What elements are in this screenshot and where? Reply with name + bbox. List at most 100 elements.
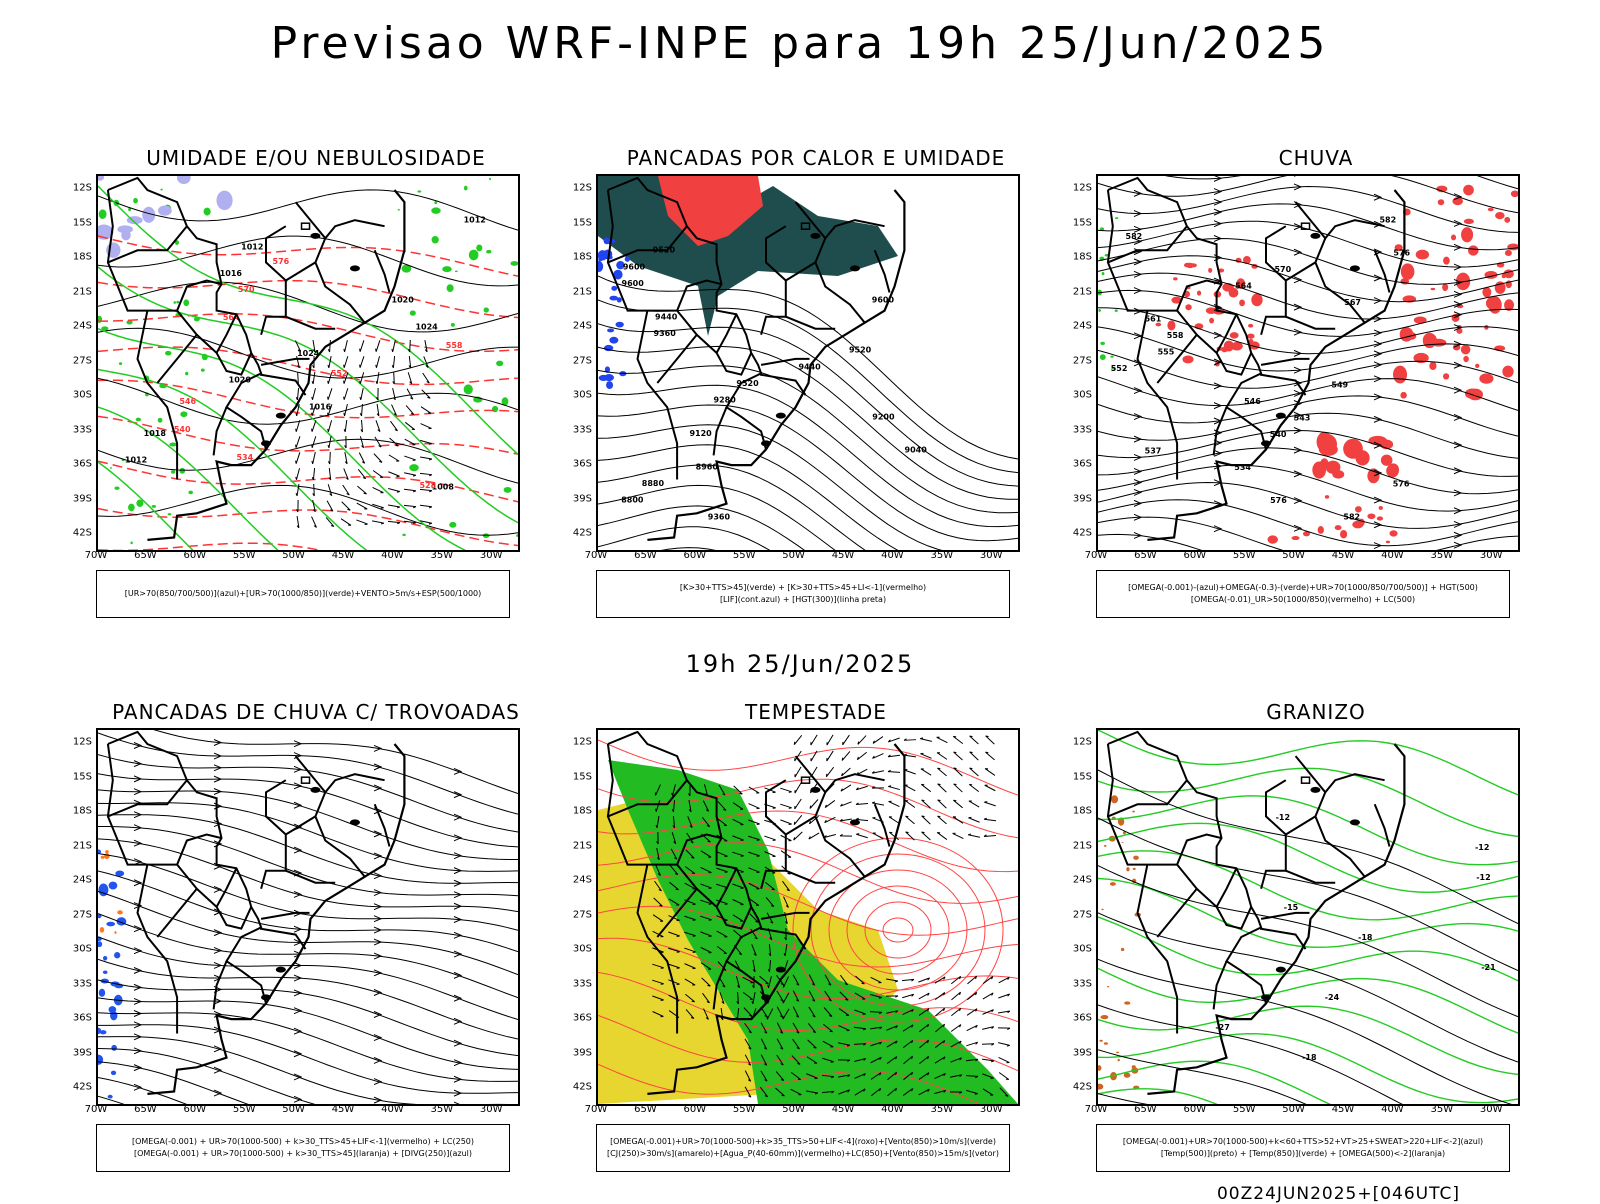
latitude-tick-label: 15S <box>573 217 592 228</box>
lake <box>261 994 271 1000</box>
longitude-tick-label: 65W <box>634 1104 657 1115</box>
latitude-tick-label: 24S <box>73 321 92 332</box>
shaded-area <box>625 256 630 262</box>
contour-label: -12 <box>1476 873 1490 882</box>
latitude-tick-label: 33S <box>573 424 592 435</box>
temperature-500-contour <box>1098 959 1518 1104</box>
state-border <box>1375 804 1390 846</box>
streamline <box>98 790 518 860</box>
shaded-area <box>1121 842 1123 843</box>
state-border <box>261 913 309 919</box>
wind-vector <box>313 484 315 496</box>
wind-vector <box>888 755 900 757</box>
wind-vector <box>404 473 416 476</box>
shaded-area <box>99 209 107 219</box>
longitude-tick-label: 50W <box>282 1104 305 1115</box>
lake <box>761 440 771 446</box>
latitude-tick-label: 39S <box>1073 493 1092 504</box>
wind-vector <box>953 800 962 808</box>
wind-vector <box>327 501 333 511</box>
wind-vector <box>856 803 868 805</box>
longitude-tick-label: 45W <box>832 550 855 561</box>
longitude-tick-label: 60W <box>1183 550 1206 561</box>
legend-line: [OMEGA(-0.001)+UR>70(1000-500)+k<60+TTS>… <box>1099 1136 1507 1148</box>
lake <box>1350 819 1360 825</box>
wind-vector <box>342 502 351 510</box>
latitude-tick-label: 42S <box>1073 1082 1092 1093</box>
wind-vector <box>985 769 995 776</box>
longitude-tick-label: 50W <box>1282 550 1305 561</box>
shaded-area <box>410 310 416 315</box>
contour-label: 558 <box>1167 331 1184 340</box>
wind-vector <box>970 752 979 760</box>
thickness-contour <box>98 236 518 276</box>
wind-vector <box>376 420 380 431</box>
shaded-area <box>1451 235 1456 241</box>
longitude-tick-label: 70W <box>1085 1104 1108 1115</box>
wind-vector <box>328 356 331 368</box>
longitude-tick-label: 65W <box>1134 1104 1157 1115</box>
wind-vector <box>905 816 914 824</box>
contour-label: 576 <box>1270 496 1287 505</box>
shaded-area <box>1098 1065 1101 1071</box>
latitude-tick-label: 15S <box>573 771 592 782</box>
latitude-tick-label: 24S <box>1073 875 1092 886</box>
contour-label: 9600 <box>623 262 646 271</box>
contour-label: 546 <box>1244 397 1261 406</box>
longitude-tick-label: 30W <box>1480 1104 1503 1115</box>
wind-vector <box>904 770 915 774</box>
wind-vector <box>360 436 363 448</box>
wind-vector <box>794 735 801 744</box>
wind-vector <box>856 834 867 838</box>
shaded-area <box>1230 332 1239 338</box>
wind-vector <box>421 424 432 429</box>
shaded-area <box>476 244 482 251</box>
wind-vector <box>420 473 432 475</box>
shaded-area <box>1118 1059 1120 1061</box>
shaded-area <box>489 178 491 180</box>
legend-line: [OMEGA(-0.001)+UR>70(1000-500)+k>35_TTS>… <box>599 1136 1007 1148</box>
wind-vector <box>983 993 993 999</box>
shaded-area <box>171 470 175 474</box>
shaded-area <box>165 351 171 356</box>
shaded-area <box>98 316 102 323</box>
wind-vector <box>795 799 802 809</box>
wind-vector <box>376 372 379 384</box>
latitude-tick-label: 30S <box>573 944 592 955</box>
longitude-tick-label: 35W <box>930 550 953 561</box>
wind-vector <box>858 736 866 745</box>
contour-label: 582 <box>1343 513 1360 522</box>
shaded-area <box>609 337 618 344</box>
shaded-area <box>1318 526 1324 534</box>
longitude-tick-label: 35W <box>1430 1104 1453 1115</box>
latitude-tick-label: 18S <box>1073 806 1092 817</box>
wind-vector <box>374 454 382 463</box>
wind-vector <box>905 785 916 791</box>
shaded-area <box>1442 283 1448 291</box>
wind-vector <box>872 787 884 788</box>
shaded-area <box>1185 304 1191 310</box>
wind-vector <box>966 1042 977 1046</box>
streamline <box>1098 204 1518 250</box>
wind-vector <box>922 832 931 840</box>
shaded-area <box>101 856 105 859</box>
state-border <box>1286 871 1335 883</box>
shaded-area <box>180 411 187 417</box>
contour-label: 576 <box>1393 480 1410 489</box>
contour-label: 9440 <box>655 312 678 321</box>
legend-line: [OMEGA(-0.01)_UR>50(1000/850)(vermelho) … <box>1099 594 1507 606</box>
shaded-area <box>599 375 609 381</box>
wind-vector <box>344 340 348 352</box>
temperature-850-contour <box>1098 917 1518 981</box>
latitude-tick-label: 42S <box>73 528 92 539</box>
contour-label: -18 <box>1358 933 1373 942</box>
map-canvas: 5825825765705645675615585555525495465435… <box>1098 176 1518 550</box>
map-area <box>96 728 520 1106</box>
contour-label: 540 <box>174 425 191 434</box>
wind-vector <box>811 735 817 745</box>
shaded-area <box>431 207 440 213</box>
shaded-area <box>1507 244 1518 251</box>
